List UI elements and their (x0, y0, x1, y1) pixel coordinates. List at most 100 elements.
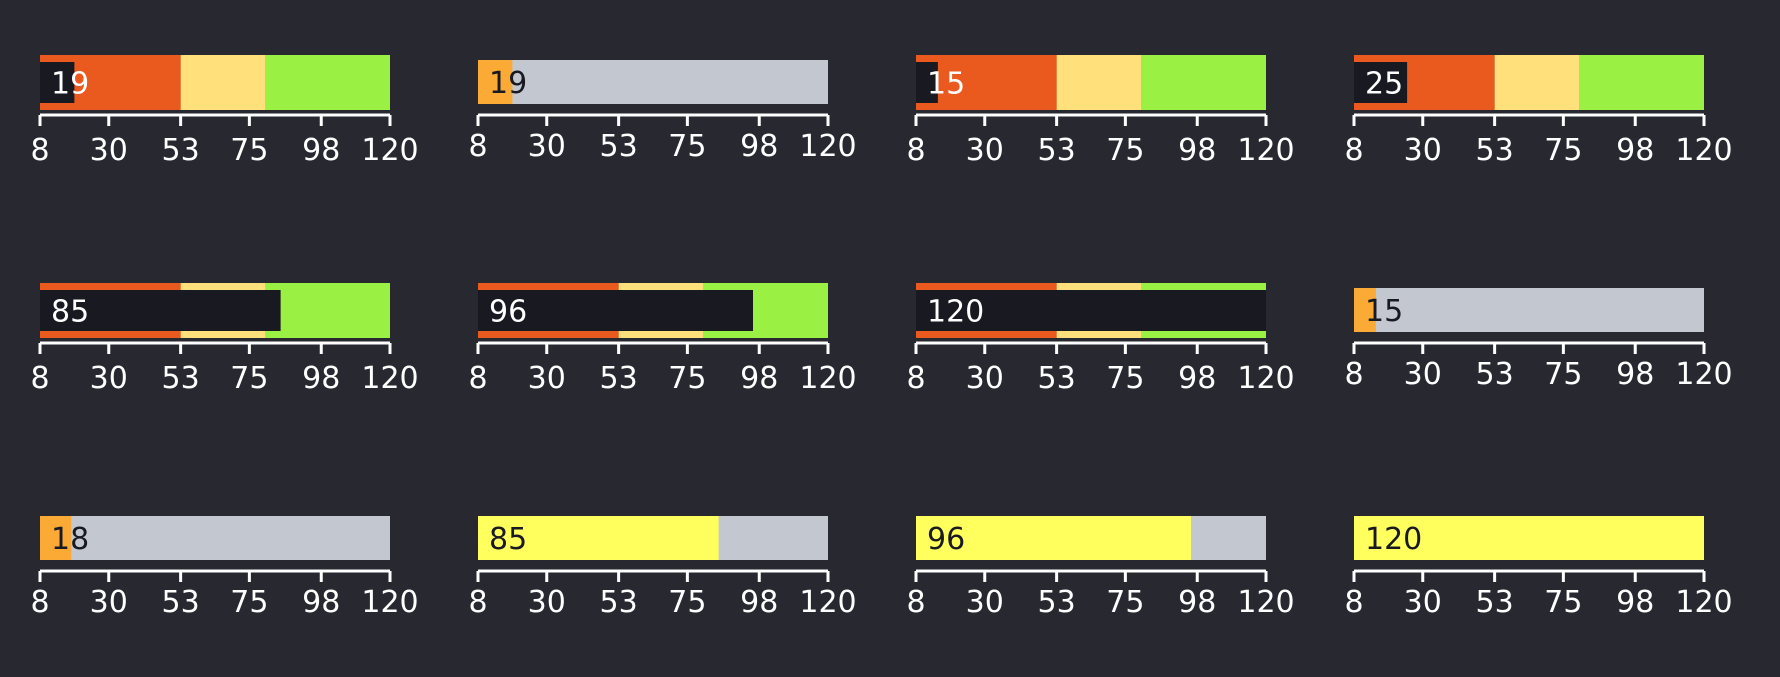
measure-bar (40, 62, 75, 103)
range-band (1494, 55, 1579, 110)
range-band (180, 55, 265, 110)
tick-label: 120 (1675, 133, 1732, 168)
tick-label: 98 (302, 585, 340, 620)
tick-label: 98 (740, 361, 778, 396)
tick-label: 98 (302, 361, 340, 396)
tick-label: 8 (30, 133, 49, 168)
tick-label: 30 (90, 585, 128, 620)
measure-bar (1354, 516, 1704, 560)
tick-label: 30 (966, 585, 1004, 620)
tick-label: 75 (1106, 361, 1144, 396)
tick-label: 98 (1616, 133, 1654, 168)
measure-bar (1354, 288, 1376, 332)
tick-label: 8 (468, 361, 487, 396)
range-band (916, 55, 1057, 110)
tick-label: 8 (30, 361, 49, 396)
range-band (265, 55, 390, 110)
tick-label: 53 (162, 133, 200, 168)
tick-label: 98 (1178, 585, 1216, 620)
tick-label: 8 (906, 133, 925, 168)
tick-label: 120 (1675, 585, 1732, 620)
measure-bar (40, 516, 72, 560)
tick-label: 53 (600, 585, 638, 620)
tick-label: 30 (528, 361, 566, 396)
tick-label: 120 (799, 585, 856, 620)
tick-label: 98 (1616, 357, 1654, 392)
tick-label: 98 (1178, 361, 1216, 396)
tick-label: 120 (361, 361, 418, 396)
tick-label: 53 (1038, 133, 1076, 168)
tick-label: 98 (1616, 585, 1654, 620)
tick-label: 30 (90, 133, 128, 168)
range-band (1056, 55, 1141, 110)
tick-label: 75 (1544, 585, 1582, 620)
tick-label: 75 (1106, 585, 1144, 620)
tick-label: 53 (1038, 361, 1076, 396)
bullet-gauge-8: 158 30 53 75 98 120 (1344, 288, 1733, 392)
tick-label: 120 (799, 361, 856, 396)
tick-label: 8 (1344, 357, 1363, 392)
bullet-gauge-2: 198 30 53 75 98 120 (468, 60, 857, 164)
track (1354, 288, 1704, 332)
bullet-gauge-5: 858 30 53 75 98 120 (30, 283, 419, 396)
value-label: 120 (927, 295, 984, 330)
tick-label: 53 (162, 361, 200, 396)
tick-label: 120 (361, 133, 418, 168)
tick-label: 30 (528, 585, 566, 620)
measure-bar (916, 516, 1191, 560)
tick-label: 8 (906, 585, 925, 620)
tick-label: 120 (1675, 357, 1732, 392)
value-label: 120 (1365, 522, 1422, 557)
tick-label: 53 (1476, 133, 1514, 168)
measure-bar (40, 290, 281, 331)
tick-label: 75 (230, 133, 268, 168)
value-label: 96 (927, 522, 965, 557)
tick-label: 98 (740, 585, 778, 620)
tick-label: 120 (799, 129, 856, 164)
value-label: 85 (489, 522, 527, 557)
tick-label: 120 (1237, 585, 1294, 620)
tick-label: 120 (361, 585, 418, 620)
tick-label: 8 (1344, 133, 1363, 168)
tick-label: 98 (740, 129, 778, 164)
value-label: 25 (1365, 67, 1403, 102)
bullet-gauge-11: 968 30 53 75 98 120 (906, 516, 1295, 620)
tick-label: 8 (1344, 585, 1363, 620)
tick-label: 30 (1404, 133, 1442, 168)
tick-label: 53 (1476, 357, 1514, 392)
value-label: 96 (489, 295, 527, 330)
tick-label: 30 (966, 361, 1004, 396)
tick-label: 53 (600, 361, 638, 396)
value-label: 85 (51, 295, 89, 330)
tick-label: 98 (1178, 133, 1216, 168)
tick-label: 8 (468, 129, 487, 164)
tick-label: 75 (1106, 133, 1144, 168)
value-label: 15 (927, 67, 965, 102)
tick-label: 120 (1237, 133, 1294, 168)
tick-label: 75 (230, 585, 268, 620)
tick-label: 53 (162, 585, 200, 620)
track (478, 60, 828, 104)
tick-label: 120 (1237, 361, 1294, 396)
range-band (1579, 55, 1704, 110)
bullet-gauge-9: 188 30 53 75 98 120 (30, 516, 419, 620)
bullet-gauge-6: 968 30 53 75 98 120 (468, 283, 857, 396)
value-label: 19 (489, 66, 527, 101)
measure-bar (478, 60, 513, 104)
tick-label: 75 (668, 129, 706, 164)
track (40, 516, 390, 560)
value-label: 15 (1365, 294, 1403, 329)
tick-label: 8 (30, 585, 49, 620)
measure-bar (1354, 62, 1408, 103)
measure-bar (916, 290, 1266, 331)
tick-label: 30 (1404, 585, 1442, 620)
tick-label: 53 (1038, 585, 1076, 620)
measure-bar (478, 290, 753, 331)
tick-label: 75 (1544, 357, 1582, 392)
bullet-gauge-3: 158 30 53 75 98 120 (906, 55, 1295, 168)
range-band (1141, 55, 1266, 110)
range-band (265, 283, 390, 338)
